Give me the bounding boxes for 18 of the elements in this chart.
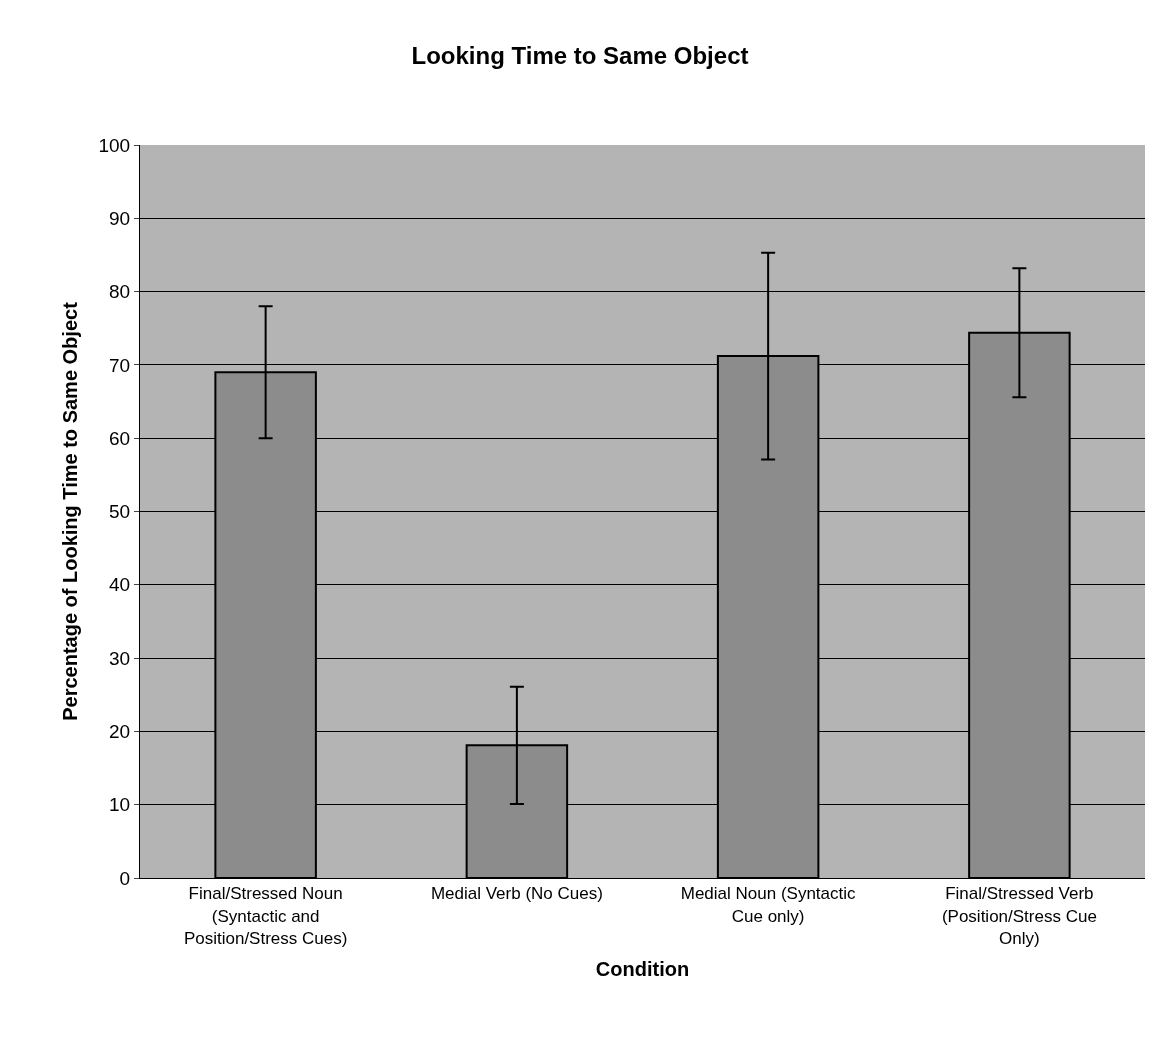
y-tick-label: 50 [109, 501, 131, 523]
y-tick-label: 90 [109, 207, 131, 229]
y-tick-label: 30 [109, 647, 131, 669]
y-tick-label: 20 [109, 721, 131, 743]
x-tick-label: Medial Noun (Syntactic Cue only) [680, 884, 857, 926]
y-tick-label: 10 [109, 794, 131, 816]
x-tick-label: Final/Stressed Noun (Syntactic and Position/Stress Cues) [183, 884, 348, 948]
y-tick-label: 40 [109, 574, 131, 596]
y-tick-label: 80 [109, 281, 131, 303]
x-tick-label: Final/Stressed Verb (Position/Stress Cue Only) [941, 884, 1097, 948]
y-tick-label: 70 [109, 354, 131, 376]
chart-title: Looking Time to Same Object [411, 41, 749, 69]
y-tick-label: 0 [119, 867, 131, 889]
x-axis-title: Condition [595, 958, 690, 981]
y-tick-label: 60 [109, 427, 131, 449]
x-tick-label: Medial Verb (No Cues) [430, 884, 603, 904]
y-tick-label: 100 [98, 134, 131, 156]
y-axis-title: Percentage of Looking Time to Same Object [59, 301, 81, 721]
